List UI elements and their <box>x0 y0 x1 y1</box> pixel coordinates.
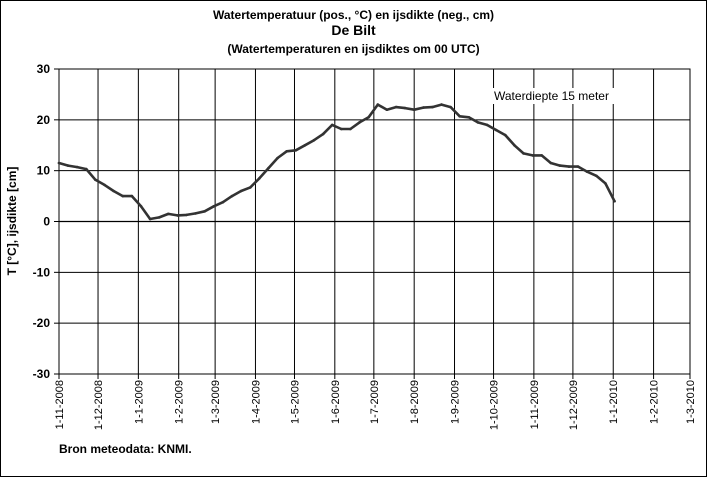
data-point <box>103 183 106 187</box>
series-line <box>57 103 616 221</box>
data-point <box>185 213 188 217</box>
data-point <box>422 106 425 109</box>
x-tick-label: 1-7-2009 <box>369 380 381 424</box>
x-tick-label: 1-6-2009 <box>330 380 342 424</box>
data-point <box>485 123 489 127</box>
x-tick-label: 1-8-2009 <box>409 380 421 424</box>
data-point <box>412 108 416 111</box>
data-point <box>139 205 143 208</box>
data-point <box>176 214 179 217</box>
data-point <box>513 144 516 147</box>
data-point <box>403 106 407 110</box>
annotation-background <box>492 88 624 104</box>
data-point <box>476 121 480 124</box>
y-tick-label: -20 <box>33 316 51 330</box>
x-tick-label: 1-4-2009 <box>250 380 262 424</box>
x-tick-label: 1-10-2009 <box>489 380 501 430</box>
data-point <box>522 152 525 155</box>
data-point <box>558 164 562 167</box>
data-point <box>239 189 243 193</box>
data-point <box>276 156 279 160</box>
data-point <box>194 212 197 215</box>
data-point <box>467 116 471 119</box>
data-point <box>604 182 607 185</box>
data-point <box>540 154 543 157</box>
data-point <box>148 217 152 221</box>
data-point <box>66 164 70 167</box>
data-point <box>585 170 589 173</box>
data-point <box>130 194 134 198</box>
data-point <box>75 165 79 169</box>
data-point <box>321 132 325 136</box>
data-point <box>212 205 216 208</box>
data-point <box>285 150 289 153</box>
x-tick-label: 1-12-2008 <box>93 380 105 430</box>
data-point <box>504 133 507 137</box>
data-point <box>531 154 534 157</box>
data-point <box>112 189 115 193</box>
data-point <box>458 115 462 118</box>
data-point <box>349 127 352 131</box>
x-tick-label: 1-1-2009 <box>133 380 145 424</box>
data-point <box>312 138 316 142</box>
y-tick-label: -10 <box>33 265 51 279</box>
data-point <box>440 103 443 106</box>
data-point <box>431 105 434 109</box>
y-tick-label: 20 <box>37 113 51 127</box>
data-point <box>385 108 389 111</box>
annotation-water-depth: Waterdiepte 15 meter <box>494 89 609 103</box>
x-tick-label: 1-1-2010 <box>608 380 620 424</box>
data-point <box>121 194 125 198</box>
x-tick-label: 1-9-2009 <box>450 380 462 424</box>
data-point <box>394 105 398 109</box>
data-point <box>358 121 361 124</box>
x-tick-label: 1-12-2009 <box>568 380 580 430</box>
data-point <box>595 174 598 178</box>
data-point <box>494 128 498 132</box>
data-point <box>267 166 270 170</box>
data-point <box>549 161 553 165</box>
x-tick-label: 1-11-2009 <box>529 380 541 429</box>
data-point <box>157 216 161 219</box>
data-point <box>340 127 343 131</box>
data-point <box>449 105 452 109</box>
x-tick-label: 1-2-2010 <box>649 380 661 424</box>
data-point <box>367 116 370 119</box>
data-point <box>576 165 580 168</box>
x-tick-label: 1-3-2010 <box>685 380 697 424</box>
x-tick-label: 1-3-2009 <box>210 380 222 424</box>
chart-title: Watertemperatuur (pos., °C) en ijsdikte … <box>212 8 495 22</box>
x-tick-label: 1-5-2009 <box>289 380 301 424</box>
data-point <box>330 123 334 127</box>
data-point <box>230 194 234 198</box>
y-tick-label: 10 <box>37 164 51 178</box>
data-point <box>303 144 307 147</box>
data-point <box>57 161 61 165</box>
y-tick-label: 30 <box>37 62 51 76</box>
data-point <box>376 103 380 106</box>
data-point <box>221 200 225 204</box>
data-point <box>203 210 206 213</box>
y-tick-label: -30 <box>33 367 51 381</box>
data-point <box>94 178 97 182</box>
data-point <box>249 186 252 189</box>
source-credit: Bron meteodata: KNMI. <box>59 442 192 456</box>
x-tick-label: 1-11-2008 <box>54 380 66 429</box>
chart-subtitle-2: (Watertemperaturen en ijsdiktes om 00 UT… <box>227 42 480 56</box>
data-point <box>85 167 88 171</box>
data-point <box>258 177 261 180</box>
data-point <box>613 199 616 203</box>
data-point <box>294 149 298 152</box>
y-tick-label: 0 <box>43 215 50 229</box>
chart-subtitle: De Bilt <box>331 22 376 38</box>
x-tick-label: 1-2-2009 <box>174 380 186 424</box>
data-point <box>167 212 170 216</box>
data-point <box>567 165 571 168</box>
